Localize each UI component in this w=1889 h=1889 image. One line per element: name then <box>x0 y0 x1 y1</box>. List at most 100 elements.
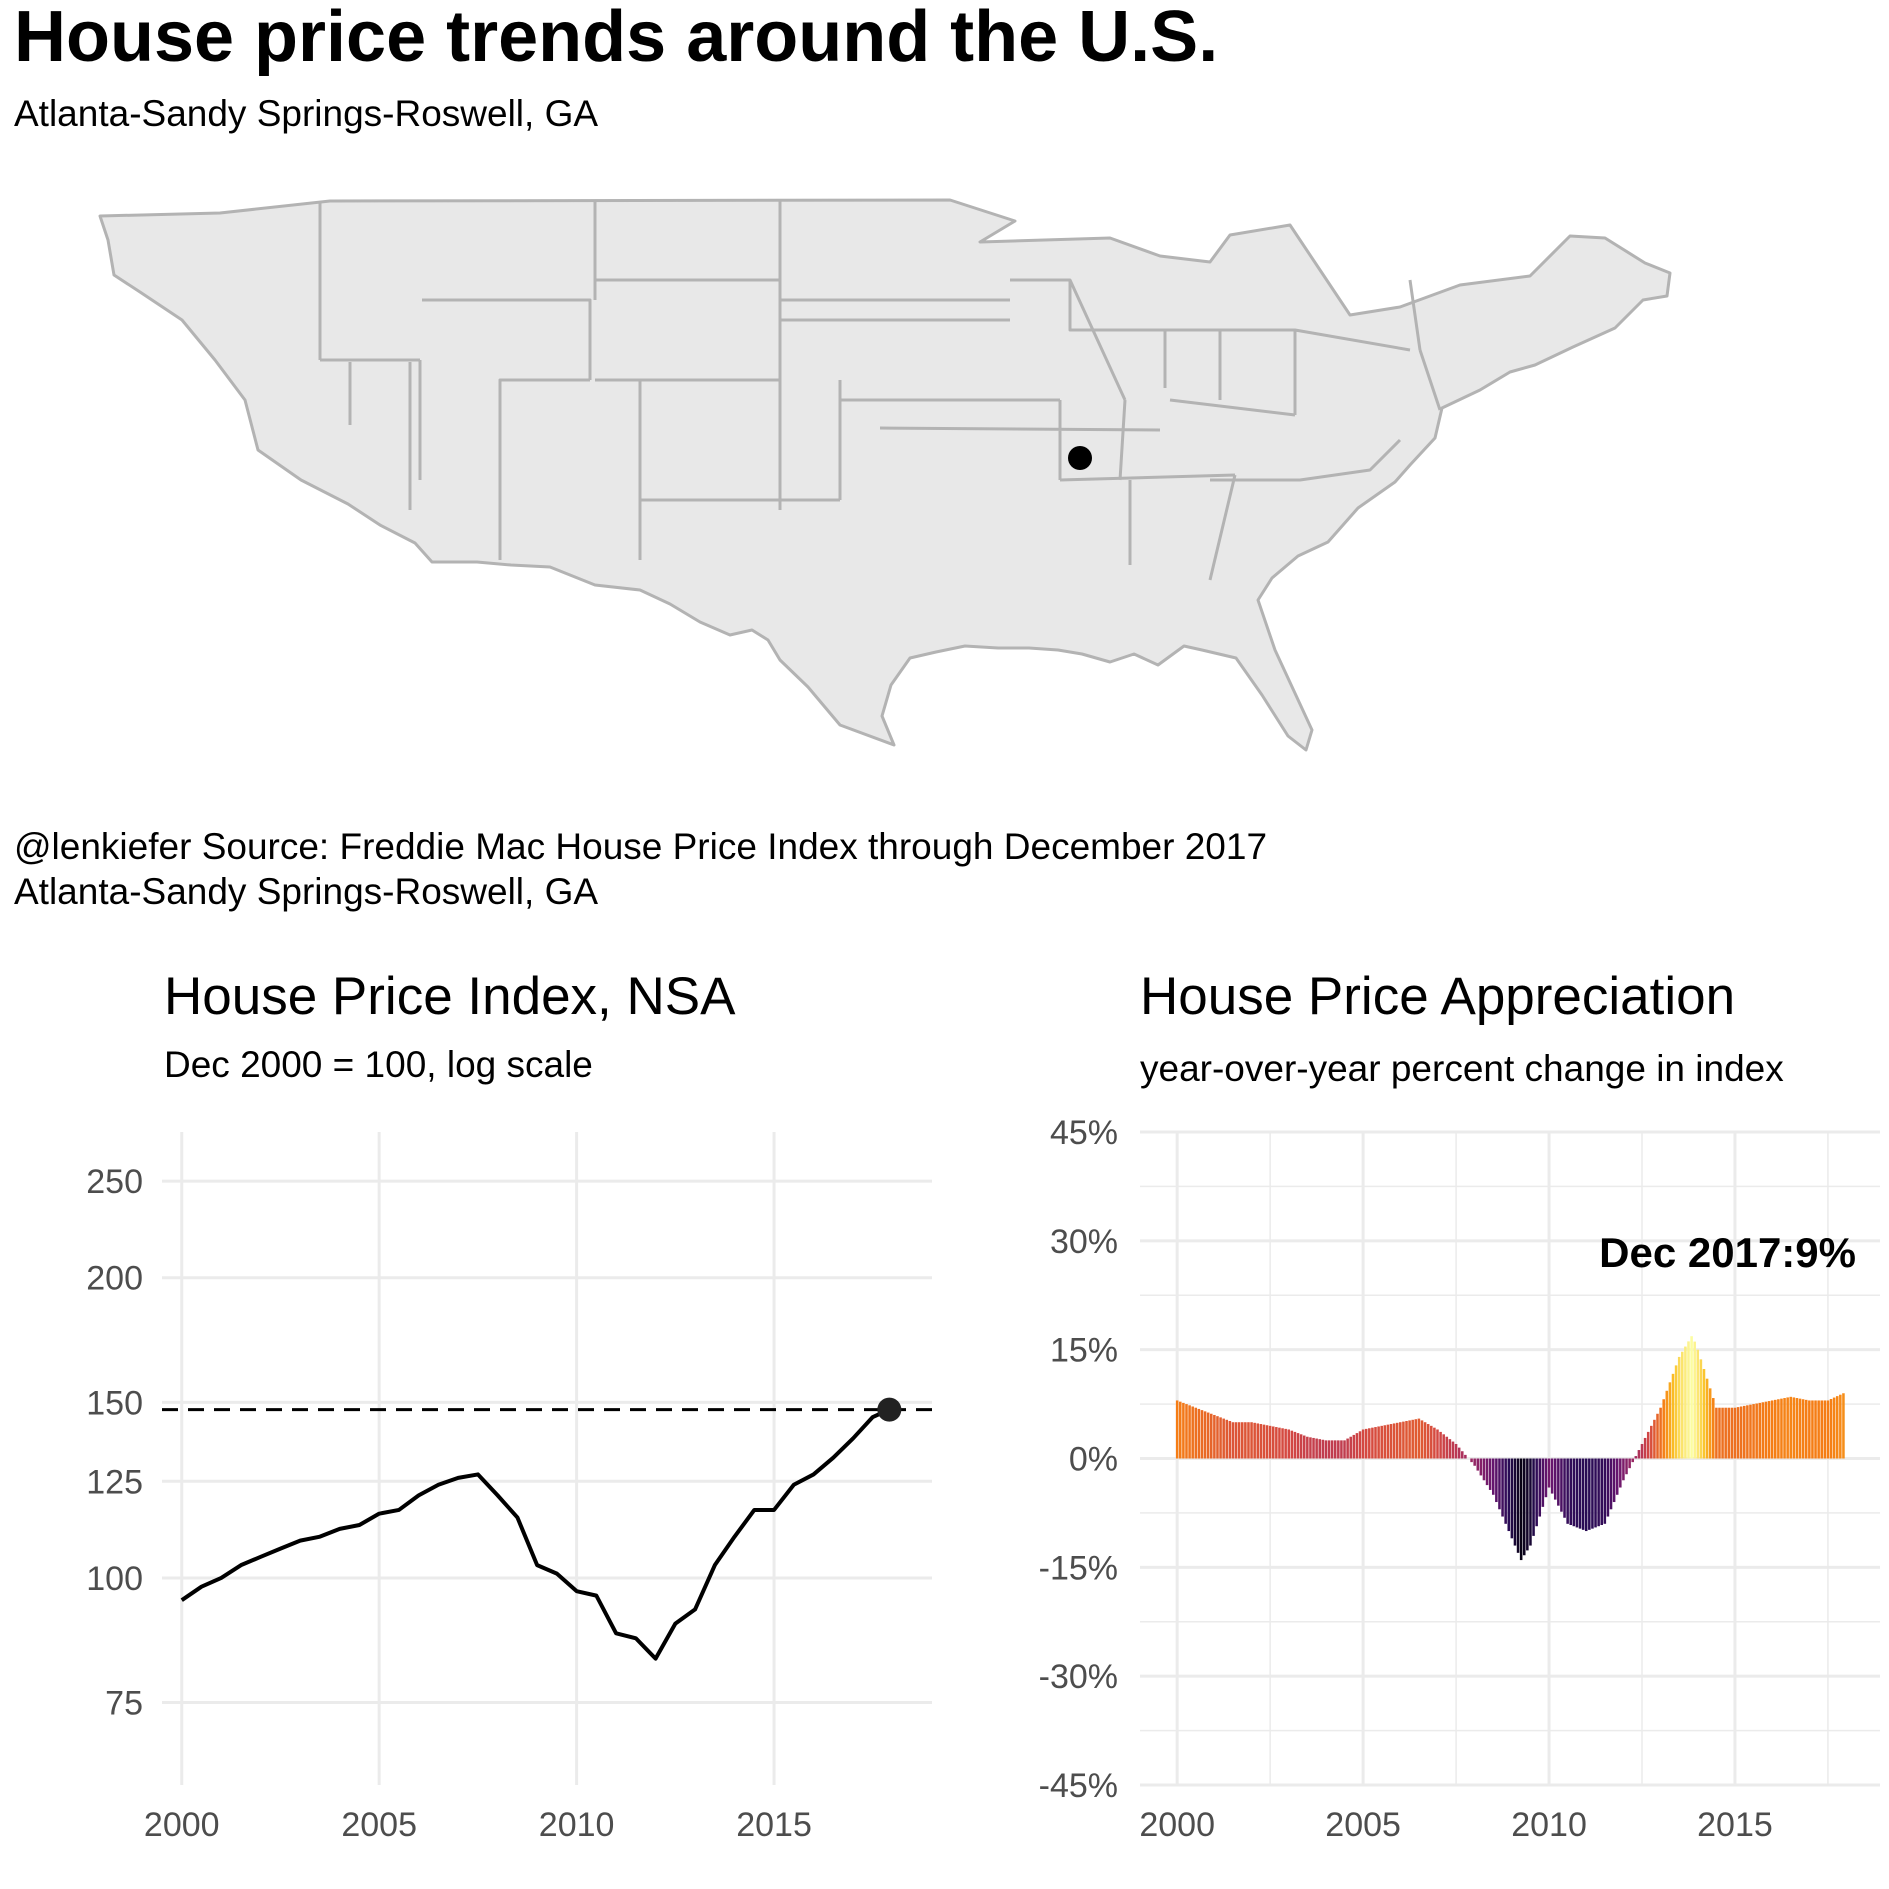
hpi-y-tick-label: 150 <box>86 1384 143 1422</box>
hpa-bar <box>1584 1458 1588 1532</box>
hpa-bar <box>1733 1407 1737 1459</box>
hpa-bar <box>1470 1458 1473 1463</box>
hpa-bar <box>1597 1458 1600 1527</box>
hpa-y-tick-label: -15% <box>1039 1549 1118 1587</box>
hpa-bar <box>1628 1458 1631 1469</box>
hpa-bar <box>1780 1398 1783 1459</box>
hpa-bar <box>1721 1407 1724 1459</box>
hpa-bar <box>1767 1401 1771 1459</box>
hpa-bar <box>1318 1439 1322 1459</box>
hpa-bar <box>1392 1423 1396 1459</box>
hpa-bar <box>1538 1458 1542 1517</box>
hpa-bar <box>1674 1365 1678 1459</box>
hpa-bar <box>1681 1351 1684 1459</box>
hpa-bar <box>1479 1458 1483 1476</box>
hpa-bar <box>1278 1427 1281 1459</box>
hpa-y-tick-label: 15% <box>1050 1332 1118 1370</box>
hpa-bar <box>1677 1356 1681 1459</box>
hpa-bar <box>1795 1398 1799 1459</box>
hpa-bar <box>1640 1443 1644 1459</box>
hpa-bar <box>1730 1407 1734 1459</box>
hpi-x-tick-label: 2000 <box>144 1806 220 1844</box>
hpa-bar <box>1529 1458 1532 1546</box>
hpa-bar <box>1355 1433 1359 1459</box>
hpi-endpoint-marker <box>877 1397 902 1422</box>
hpa-bar <box>1814 1400 1817 1459</box>
hpa-bar <box>1228 1421 1232 1459</box>
hpa-chart-title: House Price Appreciation <box>1140 967 1736 1026</box>
hpa-bar <box>1374 1427 1377 1459</box>
hpa-y-tick-label: 0% <box>1069 1441 1118 1479</box>
hpa-bar <box>1343 1440 1346 1459</box>
hpa-bar <box>1696 1349 1700 1459</box>
hpa-bar <box>1842 1393 1845 1459</box>
hpa-bar <box>1631 1458 1634 1463</box>
hpa-bar <box>1535 1458 1538 1527</box>
hpi-chart-subtitle: Dec 2000 = 100, log scale <box>164 1044 593 1085</box>
hpa-bar <box>1581 1458 1585 1530</box>
hpa-bar <box>1761 1402 1765 1459</box>
hpa-bar <box>1315 1438 1318 1459</box>
hpa-bar <box>1386 1424 1390 1459</box>
hpa-bar <box>1557 1458 1560 1506</box>
hpa-bar <box>1510 1458 1514 1539</box>
hpa-bar <box>1240 1422 1244 1459</box>
hpi-y-tick-label: 75 <box>105 1685 143 1723</box>
hpa-bar <box>1835 1396 1839 1459</box>
hpa-bar <box>1364 1428 1368 1459</box>
hpa-bar <box>1203 1411 1207 1459</box>
hpa-bar <box>1770 1400 1774 1459</box>
hpa-bar <box>1532 1458 1535 1536</box>
hpa-bar <box>1219 1417 1222 1459</box>
hpa-bar <box>1210 1413 1213 1459</box>
hpa-bar <box>1234 1422 1238 1459</box>
hpa-bar <box>1566 1458 1569 1524</box>
page-title: House price trends around the U.S. <box>14 0 1219 77</box>
hpi-y-tick-label: 250 <box>86 1163 143 1201</box>
hpa-bar <box>1197 1408 1201 1459</box>
hpa-bar <box>1553 1458 1557 1500</box>
hpa-bar <box>1408 1420 1411 1459</box>
hpa-bar <box>1804 1399 1808 1459</box>
hpa-bar <box>1764 1401 1768 1459</box>
hpa-bar <box>1588 1458 1591 1530</box>
hpa-bar <box>1569 1458 1573 1526</box>
hpa-x-tick-label: 2000 <box>1139 1806 1215 1844</box>
hpa-bar <box>1702 1369 1706 1459</box>
hpa-bar <box>1501 1458 1504 1517</box>
hpa-bar <box>1333 1440 1337 1459</box>
hpi-y-tick-label: 100 <box>86 1560 143 1598</box>
hpa-x-tick-label: 2015 <box>1697 1806 1773 1844</box>
hpa-bar <box>1368 1428 1371 1459</box>
hpa-bar <box>1327 1440 1331 1459</box>
hpi-x-tick-label: 2010 <box>539 1806 615 1844</box>
hpi-series-line <box>180 1407 891 1661</box>
hpa-bar <box>1185 1404 1188 1459</box>
hpa-y-tick-label: 45% <box>1050 1114 1118 1152</box>
hpa-y-tick-label: 30% <box>1050 1223 1118 1261</box>
hpa-bar <box>1572 1458 1576 1527</box>
hpa-bar <box>1340 1440 1343 1459</box>
hpa-bar <box>1708 1388 1712 1459</box>
hpa-bar <box>1399 1422 1402 1459</box>
hpa-bar <box>1265 1425 1269 1459</box>
hpa-bar <box>1281 1428 1284 1459</box>
hpa-bar <box>1727 1407 1731 1459</box>
hpa-bar <box>1306 1436 1309 1459</box>
hpa-bar <box>1656 1413 1659 1459</box>
hpa-bar <box>1309 1437 1312 1459</box>
hpa-bar <box>1808 1400 1811 1459</box>
hpa-bar <box>1495 1458 1498 1503</box>
hpa-bar <box>1380 1425 1383 1459</box>
hpa-bar <box>1200 1410 1204 1459</box>
hpa-x-tick-label: 2005 <box>1325 1806 1401 1844</box>
hpa-bar <box>1801 1399 1805 1459</box>
hpa-bar <box>1358 1431 1362 1459</box>
hpa-annotation: Dec 2017:9% <box>1599 1229 1856 1276</box>
hpa-bar <box>1271 1426 1275 1459</box>
hpa-bar <box>1712 1398 1715 1459</box>
hpa-bar <box>1826 1400 1830 1459</box>
hpa-bar <box>1718 1407 1721 1459</box>
hpa-bar <box>1290 1430 1294 1459</box>
hpa-bar <box>1299 1434 1303 1459</box>
